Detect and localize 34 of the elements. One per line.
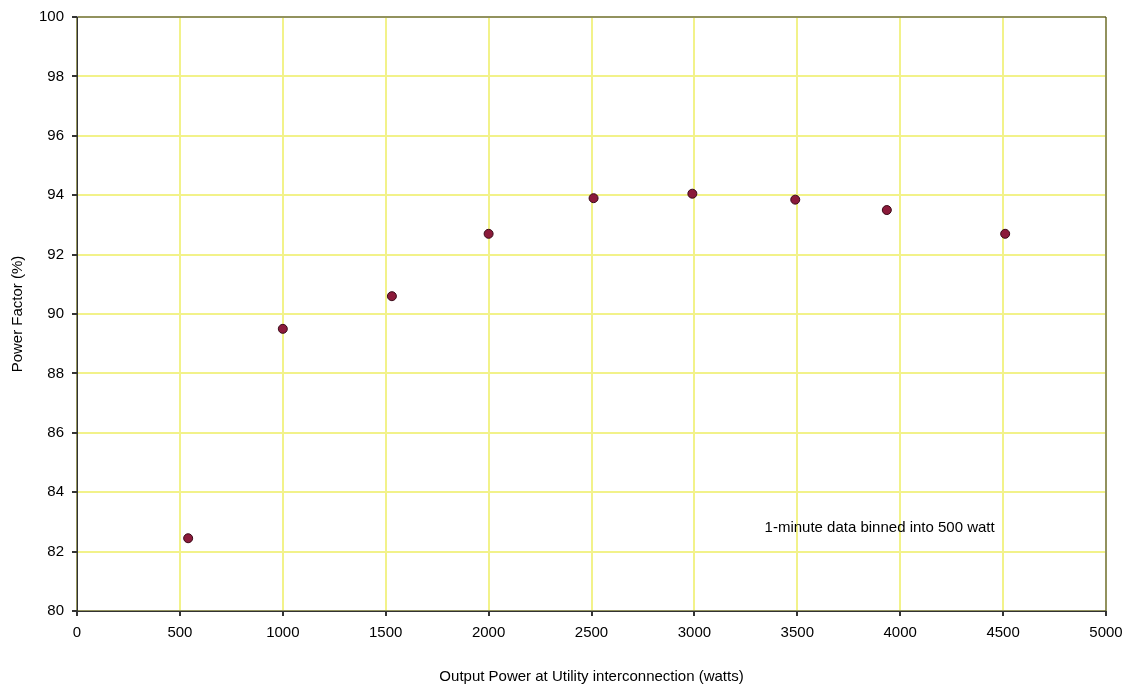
x-tick-label: 500 — [167, 623, 193, 641]
x-tick-label: 4500 — [986, 623, 1020, 641]
y-tick-label: 88 — [47, 363, 65, 381]
y-tick-label: 84 — [47, 482, 65, 500]
y-tick-label: 82 — [47, 541, 65, 559]
point — [687, 188, 698, 199]
x-tick-label: 2500 — [574, 623, 609, 641]
y-tick-label: 98 — [47, 66, 65, 84]
x-tick-label: 4000 — [883, 623, 917, 641]
point — [881, 205, 892, 216]
x-tick-label: 1000 — [266, 623, 300, 641]
point — [183, 533, 194, 544]
y-tick-label: 94 — [47, 185, 65, 203]
y-axis-title: Power Factor (%) — [8, 255, 26, 373]
y-tick-label: 96 — [47, 125, 65, 143]
y-tick-label: 90 — [47, 304, 65, 322]
point — [790, 194, 801, 205]
x-tick-label: 0 — [72, 623, 82, 641]
annotation: 1-minute data binned into 500 watt — [764, 517, 996, 535]
y-tick-label: 92 — [47, 244, 65, 262]
point — [386, 291, 397, 302]
x-tick-label: 1500 — [369, 623, 403, 641]
y-tick-label: 100 — [39, 7, 65, 25]
point — [277, 323, 288, 334]
point — [483, 228, 494, 239]
y-tick-label: 86 — [47, 422, 65, 440]
point — [1000, 228, 1011, 239]
point — [588, 193, 599, 204]
x-axis-title: Output Power at Utility interconnection (watts) — [439, 667, 744, 685]
x-tick-label: 5000 — [1089, 623, 1123, 641]
x-tick-label: 2000 — [471, 623, 506, 641]
y-tick-label: 80 — [47, 601, 65, 619]
x-tick-label: 3000 — [677, 623, 712, 641]
x-tick-label: 3500 — [780, 623, 814, 641]
